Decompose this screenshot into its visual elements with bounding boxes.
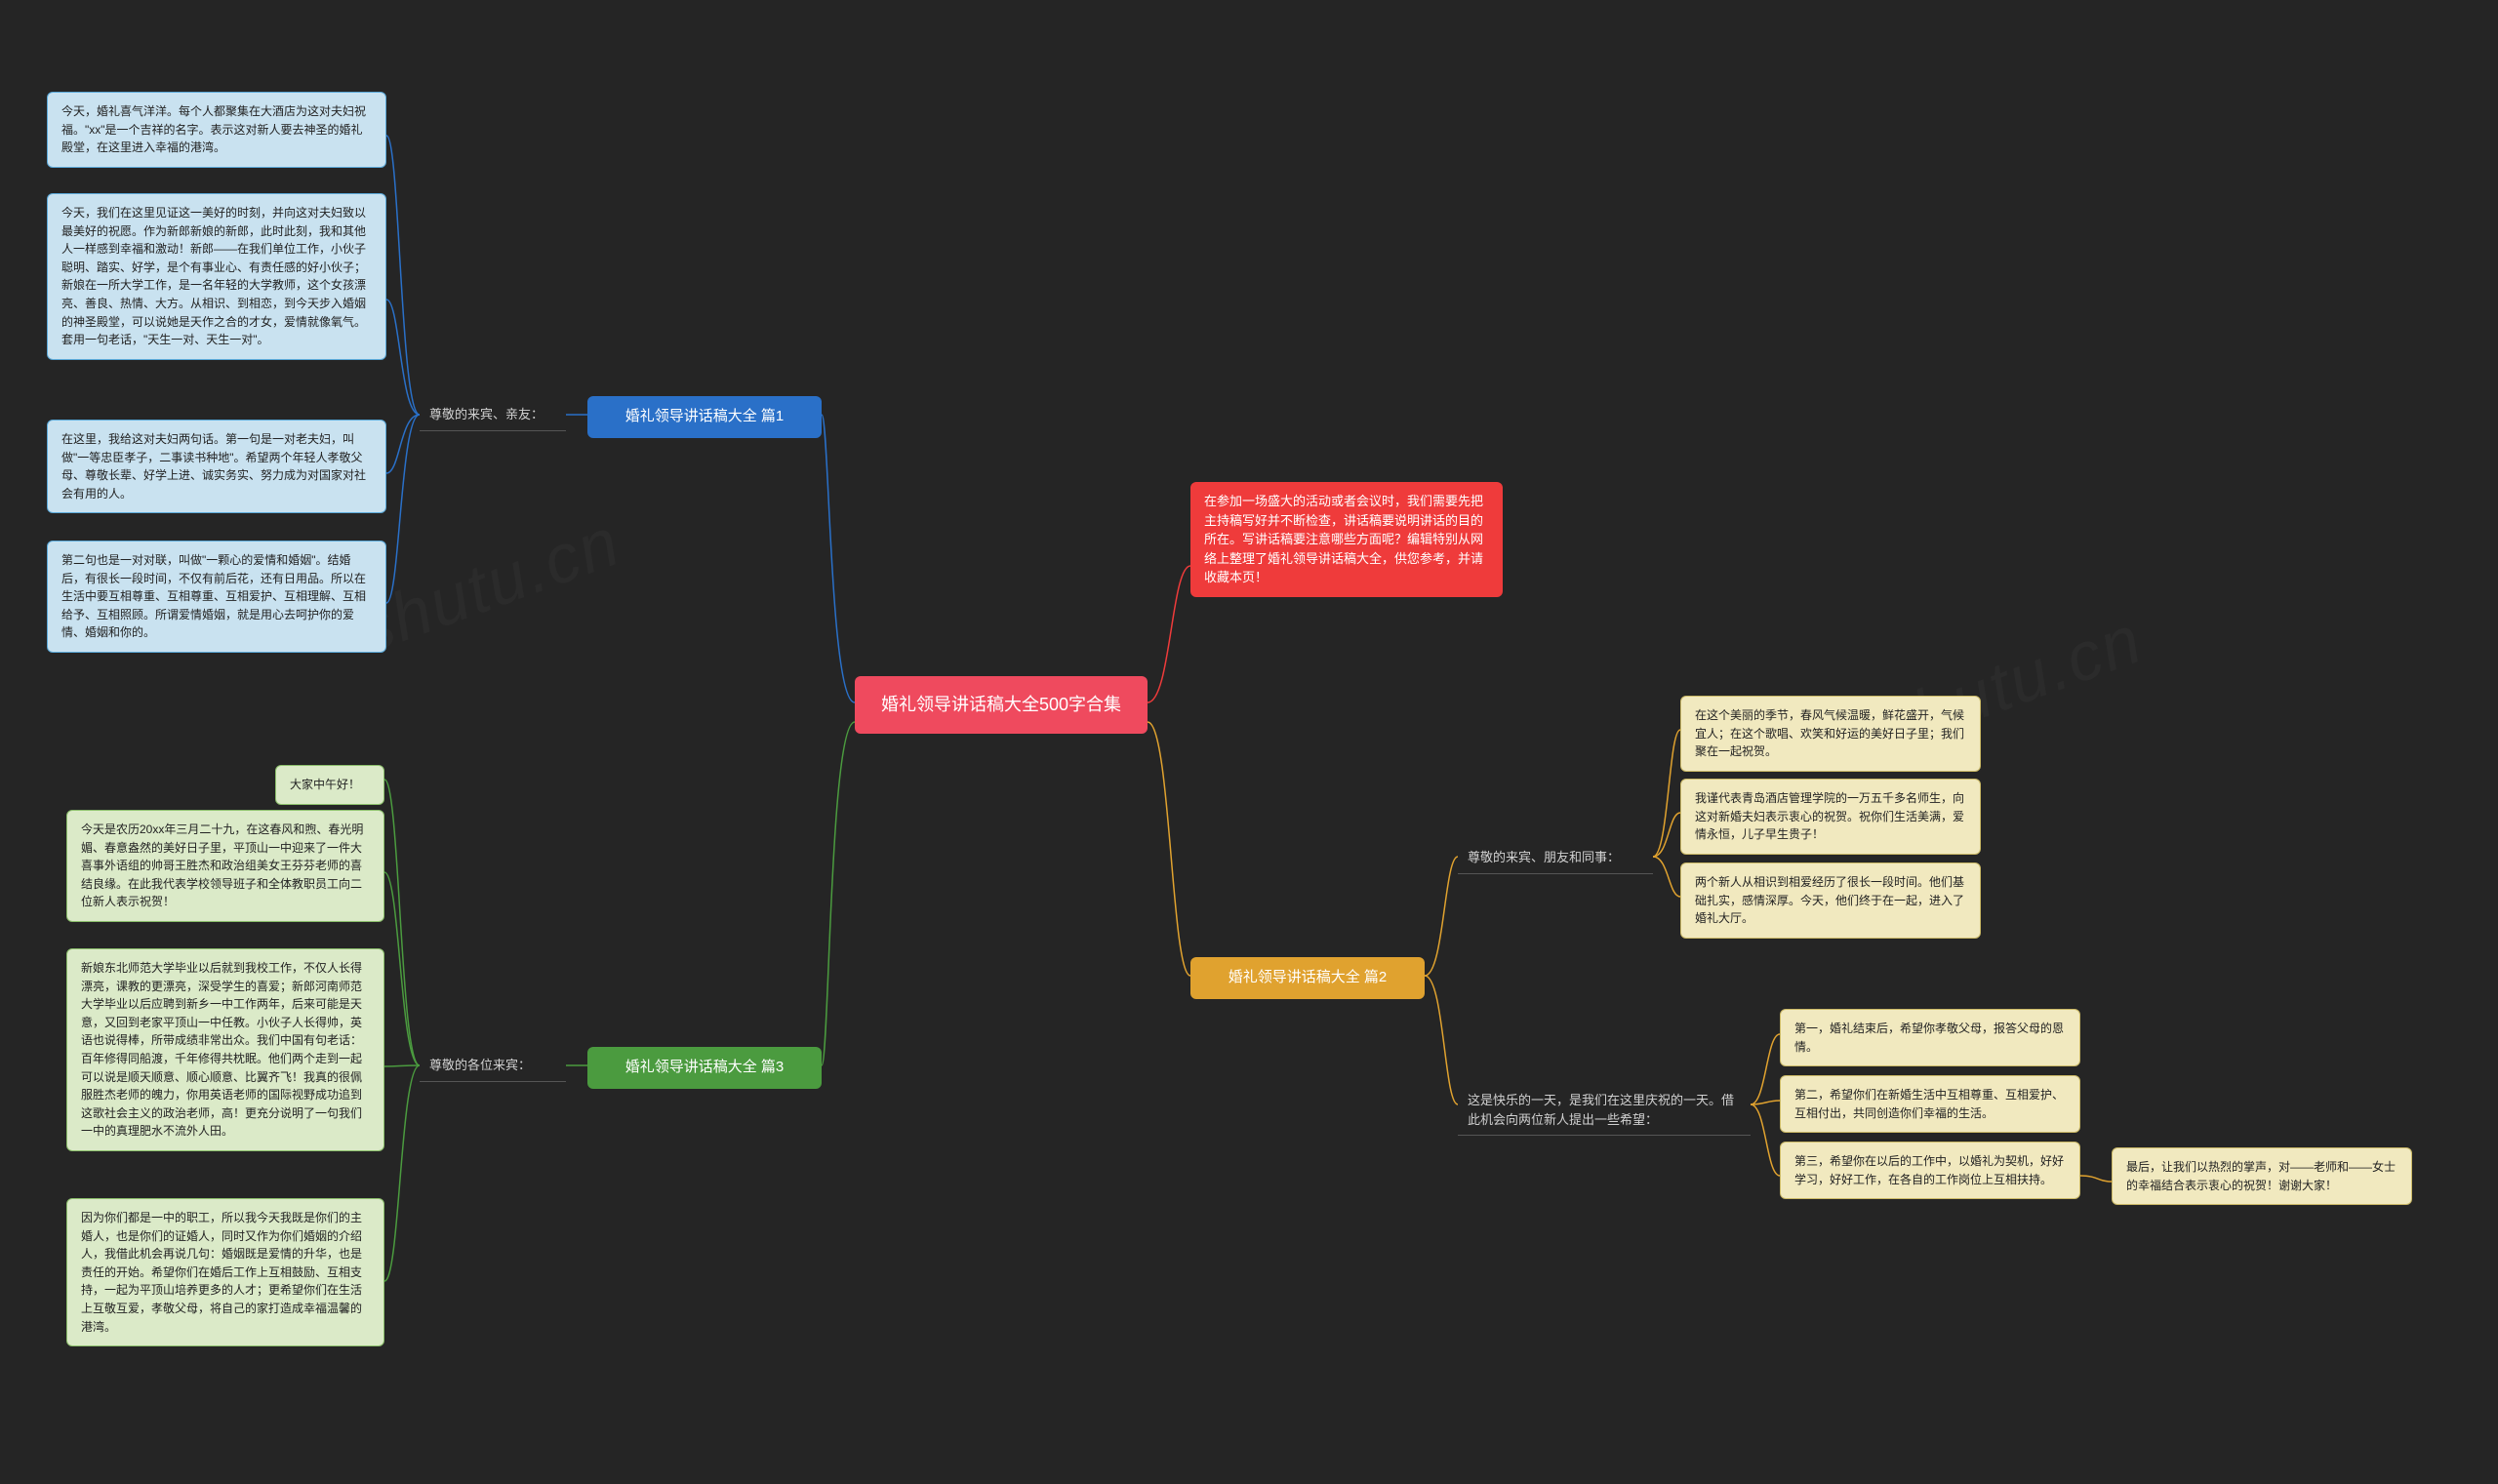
leaf-p3-2[interactable]: 新娘东北师范大学毕业以后就到我校工作，不仅人长得漂亮，课教的更漂亮，深受学生的喜… (66, 948, 384, 1151)
leaf-p2a-2[interactable]: 两个新人从相识到相爱经历了很长一段时间。他们基础扎实，感情深厚。今天，他们终于在… (1680, 862, 1981, 939)
leaf-p1-0[interactable]: 今天，婚礼喜气洋洋。每个人都聚集在大酒店为这对夫妇祝福。"xx"是一个吉祥的名字… (47, 92, 386, 168)
branch-p3[interactable]: 婚礼领导讲话稿大全 篇3 (587, 1047, 822, 1089)
leaf-p2b-0[interactable]: 第一，婚礼结束后，希望你孝敬父母，报答父母的恩情。 (1780, 1009, 2080, 1066)
sub-p3[interactable]: 尊敬的各位来宾： (420, 1050, 566, 1082)
sub-p2-1[interactable]: 尊敬的来宾、朋友和同事： (1458, 842, 1653, 874)
leaf-p2a-1[interactable]: 我谨代表青岛酒店管理学院的一万五千多名师生，向这对新婚夫妇表示衷心的祝贺。祝你们… (1680, 779, 1981, 855)
leaf-p2b-2[interactable]: 第三，希望你在以后的工作中，以婚礼为契机，好好学习，好好工作，在各自的工作岗位上… (1780, 1142, 2080, 1199)
intro-node[interactable]: 在参加一场盛大的活动或者会议时，我们需要先把主持稿写好并不断检查，讲话稿要说明讲… (1190, 482, 1503, 597)
leaf-p2b-1[interactable]: 第二，希望你们在新婚生活中互相尊重、互相爱护、互相付出，共同创造你们幸福的生活。 (1780, 1075, 2080, 1133)
root-node[interactable]: 婚礼领导讲话稿大全500字合集 (855, 676, 1148, 734)
branch-p1[interactable]: 婚礼领导讲话稿大全 篇1 (587, 396, 822, 438)
leaf-p1-1[interactable]: 今天，我们在这里见证这一美好的时刻，并向这对夫妇致以最美好的祝愿。作为新郎新娘的… (47, 193, 386, 360)
leaf-p3-0[interactable]: 大家中午好！ (275, 765, 384, 805)
sub-p1[interactable]: 尊敬的来宾、亲友： (420, 399, 566, 431)
sub-p2-2[interactable]: 这是快乐的一天，是我们在这里庆祝的一天。借此机会向两位新人提出一些希望： (1458, 1085, 1751, 1136)
leaf-p3-3[interactable]: 因为你们都是一中的职工，所以我今天我既是你们的主婚人，也是你们的证婚人，同时又作… (66, 1198, 384, 1346)
leaf-p2-final[interactable]: 最后，让我们以热烈的掌声，对——老师和——女士的幸福结合表示衷心的祝贺！谢谢大家… (2112, 1147, 2412, 1205)
mindmap-canvas: shutu.cn shutu.cn 婚礼领导讲话稿大全500字合集 在参加一场盛… (0, 0, 2498, 1484)
leaf-p1-2[interactable]: 在这里，我给这对夫妇两句话。第一句是一对老夫妇，叫做"一等忠臣孝子，二事读书种地… (47, 420, 386, 513)
watermark: shutu.cn (346, 501, 630, 668)
leaf-p3-1[interactable]: 今天是农历20xx年三月二十九，在这春风和煦、春光明媚、春意盎然的美好日子里，平… (66, 810, 384, 922)
leaf-p1-3[interactable]: 第二句也是一对对联，叫做"一颗心的爱情和婚姻"。结婚后，有很长一段时间，不仅有前… (47, 541, 386, 653)
branch-p2[interactable]: 婚礼领导讲话稿大全 篇2 (1190, 957, 1425, 999)
leaf-p2a-0[interactable]: 在这个美丽的季节，春风气候温暖，鲜花盛开，气候宜人；在这个歌唱、欢笑和好运的美好… (1680, 696, 1981, 772)
